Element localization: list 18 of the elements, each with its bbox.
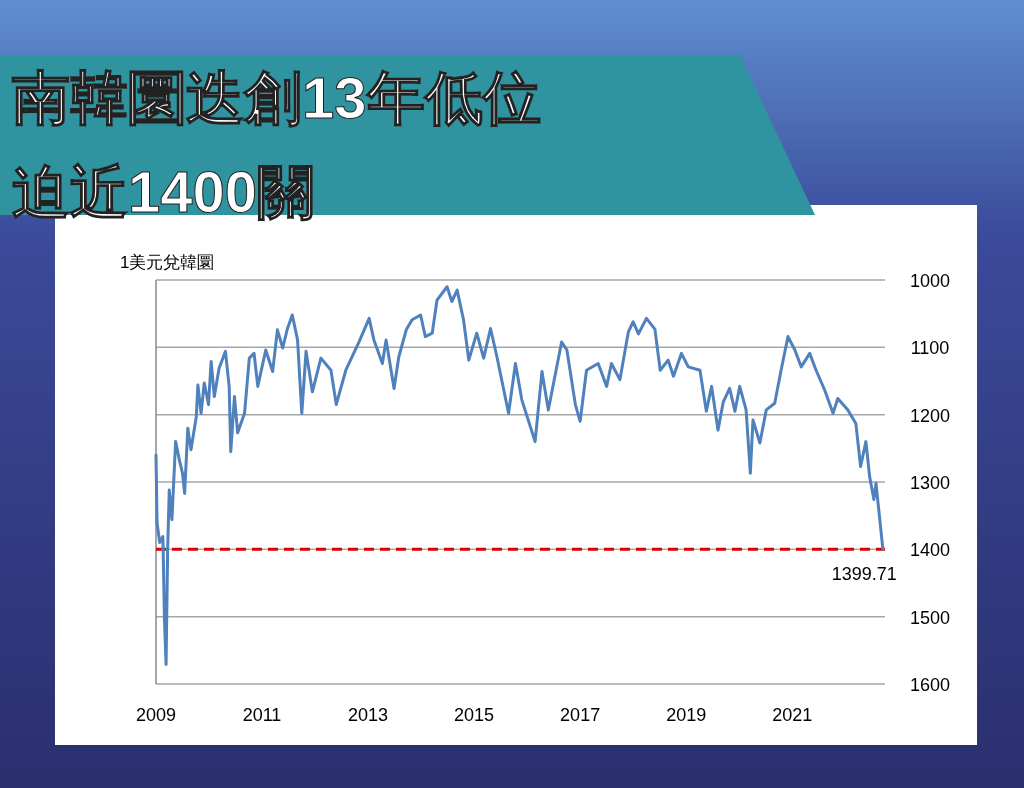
y-tick-label: 1400	[909, 540, 951, 561]
x-tick-label: 2009	[135, 705, 177, 725]
x-tick-label: 2015	[454, 705, 495, 725]
y-tick-label: 1100	[910, 338, 950, 359]
x-tick-label: 2019	[666, 705, 707, 725]
y-tick-label: 1300	[909, 473, 951, 493]
y-tick-label: 1600	[909, 675, 951, 695]
y-axis-title: 1美元兌韓圜	[120, 253, 215, 272]
x-tick-label: 2021	[772, 705, 813, 725]
chart-title: 南韓圜迭創13年低位	[12, 65, 541, 130]
y-tick-label: 1500	[909, 607, 951, 628]
x-tick-label: 2017	[560, 705, 601, 725]
x-tick-label: 2011	[242, 705, 282, 725]
y-tick-label: 1200	[909, 405, 951, 426]
chart-subtitle: 迫近1400關	[12, 159, 316, 224]
x-tick-label: 2013	[348, 705, 389, 725]
annotation: 1399.71	[831, 564, 897, 585]
y-tick-label: 1000	[909, 271, 951, 291]
